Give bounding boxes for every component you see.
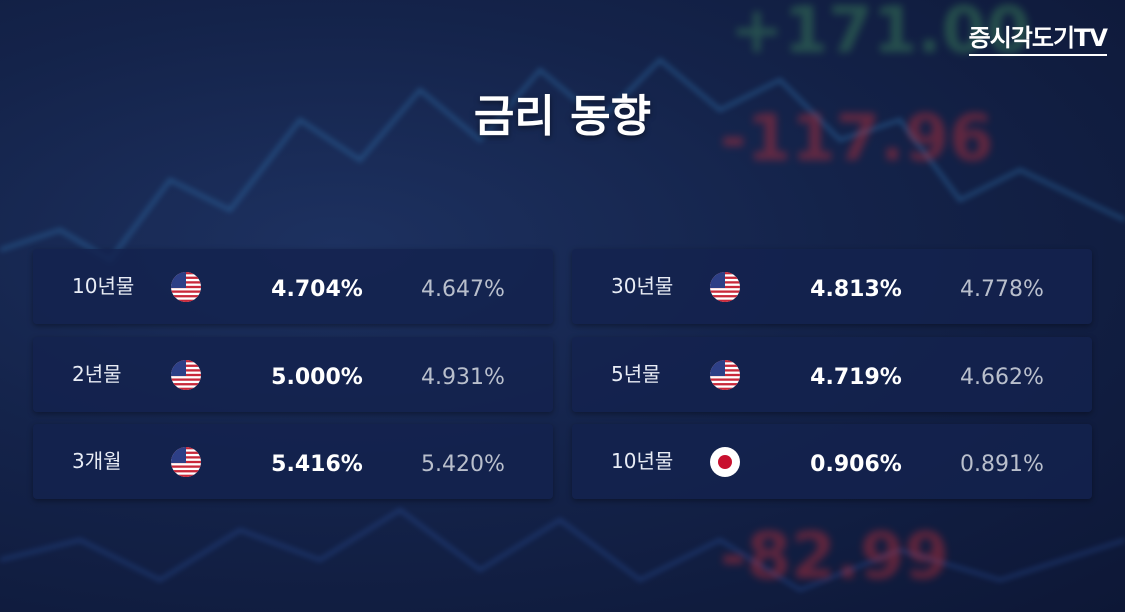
logo: 증시각도기TV <box>968 18 1108 56</box>
term-label: 2년물 <box>72 362 122 386</box>
previous-rate: 4.662% <box>960 365 1044 390</box>
term-label: 10년물 <box>72 274 135 298</box>
previous-rate: 0.891% <box>960 452 1044 477</box>
current-rate: 4.813% <box>810 277 902 302</box>
term-label: 5년물 <box>611 362 661 386</box>
background-number: -117.96 <box>720 102 994 176</box>
rate-card: 3개월 5.416% 5.420% <box>33 424 553 499</box>
us-flag <box>171 272 201 302</box>
previous-rate: 5.420% <box>421 452 505 477</box>
title: 금리 동향 <box>473 91 652 142</box>
us-flag <box>171 360 201 390</box>
current-rate: 4.704% <box>271 277 363 302</box>
previous-rate: 4.778% <box>960 277 1044 302</box>
background-number: +171.00 <box>730 0 1031 68</box>
rate-card: 30년물 4.813% 4.778% <box>572 249 1092 324</box>
current-rate: 0.906% <box>810 452 902 477</box>
rate-card: 10년물 0.906% 0.891% <box>572 424 1092 499</box>
rate-card: 2년물 5.000% 4.931% <box>33 337 553 412</box>
term-label: 3개월 <box>72 449 122 473</box>
previous-rate: 4.647% <box>421 277 505 302</box>
us-flag <box>171 447 201 477</box>
us-flag <box>710 360 740 390</box>
current-rate: 5.000% <box>271 365 363 390</box>
japan-flag <box>710 447 740 477</box>
rate-card: 10년물 4.704% 4.647% <box>33 249 553 324</box>
term-label: 30년물 <box>611 274 674 298</box>
term-label: 10년물 <box>611 449 674 473</box>
current-rate: 4.719% <box>810 365 902 390</box>
current-rate: 5.416% <box>271 452 363 477</box>
us-flag <box>710 272 740 302</box>
previous-rate: 4.931% <box>421 365 505 390</box>
rate-card: 5년물 4.719% 4.662% <box>572 337 1092 412</box>
background-number: -82.99 <box>720 520 949 594</box>
